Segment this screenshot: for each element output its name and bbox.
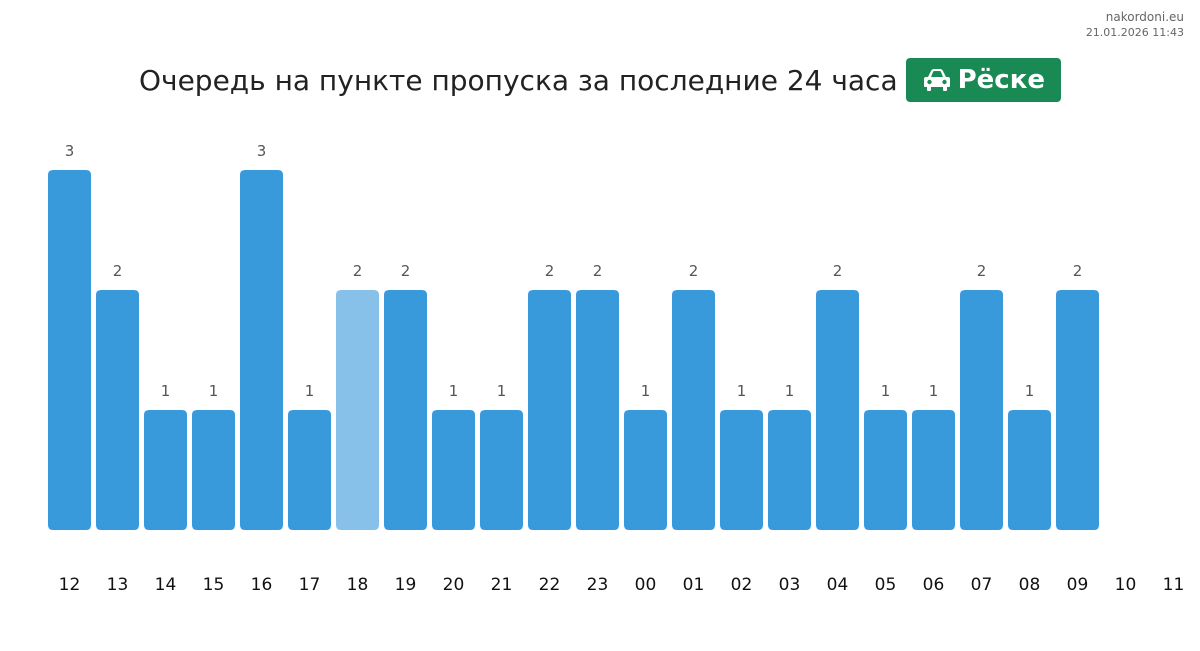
- x-tick-label: 02: [731, 575, 753, 595]
- bar-20[interactable]: [432, 410, 475, 530]
- x-tick-label: 17: [299, 575, 321, 595]
- chart-title: Очередь на пункте пропуска за последние …: [139, 63, 898, 97]
- x-tick-label: 07: [971, 575, 993, 595]
- data-label-19: 2: [401, 262, 411, 280]
- bar-01[interactable]: [672, 290, 715, 530]
- data-label-09: 2: [1073, 262, 1083, 280]
- data-label-02: 1: [737, 382, 747, 400]
- x-tick-label: 13: [107, 575, 129, 595]
- bar-09[interactable]: [1056, 290, 1099, 530]
- bar-22[interactable]: [528, 290, 571, 530]
- data-label-13: 2: [113, 262, 123, 280]
- badge-label: Рёске: [957, 65, 1045, 95]
- data-label-16: 3: [257, 142, 267, 160]
- bar-13[interactable]: [96, 290, 139, 530]
- data-label-15: 1: [209, 382, 219, 400]
- x-tick-label: 04: [827, 575, 849, 595]
- data-label-08: 1: [1025, 382, 1035, 400]
- bar-23[interactable]: [576, 290, 619, 530]
- data-label-12: 3: [65, 142, 75, 160]
- bar-18[interactable]: [336, 290, 379, 530]
- x-tick-label: 01: [683, 575, 705, 595]
- data-label-17: 1: [305, 382, 315, 400]
- data-label-05: 1: [881, 382, 891, 400]
- bar-03[interactable]: [768, 410, 811, 530]
- data-label-07: 2: [977, 262, 987, 280]
- data-label-21: 1: [497, 382, 507, 400]
- x-tick-label: 11: [1163, 575, 1185, 595]
- x-tick-label: 06: [923, 575, 945, 595]
- bar-04[interactable]: [816, 290, 859, 530]
- x-tick-label: 21: [491, 575, 513, 595]
- x-tick-label: 16: [251, 575, 273, 595]
- bar-17[interactable]: [288, 410, 331, 530]
- data-label-00: 1: [641, 382, 651, 400]
- bar-07[interactable]: [960, 290, 1003, 530]
- x-tick-label: 08: [1019, 575, 1041, 595]
- data-label-06: 1: [929, 382, 939, 400]
- timestamp: 21.01.2026 11:43: [1085, 26, 1184, 39]
- x-tick-label: 20: [443, 575, 465, 595]
- x-tick-label: 15: [203, 575, 225, 595]
- x-tick-label: 09: [1067, 575, 1089, 595]
- bar-12[interactable]: [48, 170, 91, 530]
- bar-08[interactable]: [1008, 410, 1051, 530]
- x-tick-label: 03: [779, 575, 801, 595]
- data-label-03: 1: [785, 382, 795, 400]
- x-tick-label: 19: [395, 575, 417, 595]
- data-label-01: 2: [689, 262, 699, 280]
- data-label-18: 2: [353, 262, 363, 280]
- bar-02[interactable]: [720, 410, 763, 530]
- x-tick-label: 22: [539, 575, 561, 595]
- bar-19[interactable]: [384, 290, 427, 530]
- data-label-23: 2: [593, 262, 603, 280]
- bar-06[interactable]: [912, 410, 955, 530]
- data-label-22: 2: [545, 262, 555, 280]
- x-tick-label: 10: [1115, 575, 1137, 595]
- car-icon: [923, 69, 950, 91]
- x-tick-label: 14: [155, 575, 177, 595]
- x-tick-label: 18: [347, 575, 369, 595]
- x-tick-label: 12: [59, 575, 81, 595]
- data-label-20: 1: [449, 382, 459, 400]
- bar-15[interactable]: [192, 410, 235, 530]
- data-label-14: 1: [161, 382, 171, 400]
- x-tick-label: 05: [875, 575, 897, 595]
- bar-16[interactable]: [240, 170, 283, 530]
- x-tick-label: 00: [635, 575, 657, 595]
- x-tick-label: 23: [587, 575, 609, 595]
- site-domain: nakordoni.eu: [1105, 10, 1184, 24]
- bar-14[interactable]: [144, 410, 187, 530]
- site-info: nakordoni.eu 21.01.2026 11:43: [1086, 9, 1184, 41]
- checkpoint-badge[interactable]: Рёске: [905, 58, 1061, 102]
- bar-05[interactable]: [864, 410, 907, 530]
- bar-21[interactable]: [480, 410, 523, 530]
- bar-00[interactable]: [624, 410, 667, 530]
- chart-header: Очередь на пункте пропуска за последние …: [0, 58, 1200, 102]
- data-label-04: 2: [833, 262, 843, 280]
